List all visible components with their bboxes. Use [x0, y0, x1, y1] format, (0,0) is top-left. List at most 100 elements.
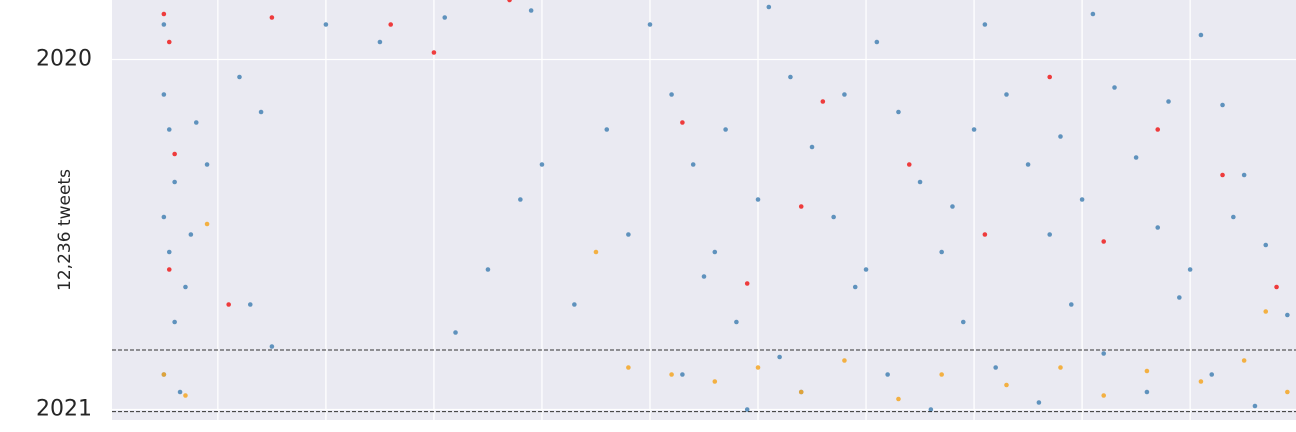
point [885, 372, 890, 377]
point [712, 379, 718, 384]
point [831, 214, 836, 220]
point [1155, 225, 1161, 230]
point [1090, 11, 1096, 17]
point [247, 302, 253, 307]
point [193, 120, 199, 125]
point [188, 232, 194, 237]
point [939, 372, 944, 377]
point [1220, 172, 1225, 178]
point [874, 39, 880, 45]
point [852, 284, 858, 290]
point [1177, 295, 1182, 300]
point [1047, 232, 1052, 237]
point [723, 127, 728, 132]
point [1231, 214, 1236, 220]
point [960, 319, 966, 325]
point [172, 151, 177, 157]
point [1004, 92, 1009, 97]
point [842, 92, 847, 97]
point [183, 284, 188, 290]
point [507, 0, 512, 3]
point [701, 274, 707, 279]
point [1144, 368, 1150, 374]
point [971, 127, 977, 132]
point [518, 197, 523, 202]
point [1252, 403, 1258, 409]
point [604, 127, 610, 132]
point [161, 22, 167, 27]
point [917, 179, 923, 185]
point [1112, 85, 1117, 90]
point [226, 302, 231, 307]
point [183, 393, 188, 398]
point [1285, 389, 1290, 395]
point [1025, 162, 1031, 167]
point [204, 162, 210, 167]
point [766, 4, 772, 10]
point [1166, 99, 1171, 104]
point [177, 389, 183, 395]
point [453, 330, 458, 335]
point [1263, 309, 1269, 314]
point [690, 162, 696, 167]
point [809, 144, 815, 150]
point [734, 319, 739, 325]
point [269, 15, 275, 20]
point [528, 8, 534, 13]
point [982, 22, 988, 27]
point [377, 39, 383, 45]
point [1058, 134, 1063, 139]
point [166, 39, 172, 45]
point [798, 204, 804, 209]
point [1047, 74, 1052, 80]
point [204, 221, 210, 227]
point [1187, 267, 1193, 272]
point [669, 372, 674, 377]
point [1274, 284, 1279, 290]
point [1101, 393, 1107, 398]
point [755, 365, 761, 370]
point [820, 99, 826, 104]
point [539, 162, 545, 167]
point [161, 372, 167, 377]
point [1155, 127, 1161, 132]
point [1220, 102, 1225, 108]
point [1263, 242, 1269, 248]
point [950, 204, 955, 209]
point [172, 179, 177, 185]
point [1004, 382, 1009, 388]
y-axis-label: 12,236 tweets [55, 169, 75, 291]
point [1133, 155, 1139, 160]
point [896, 109, 901, 115]
point [939, 249, 944, 255]
point [1209, 372, 1215, 377]
point [258, 109, 264, 115]
point [744, 281, 750, 286]
point [712, 249, 718, 255]
point [906, 162, 912, 167]
point [593, 249, 599, 255]
point [798, 389, 804, 395]
point [1058, 365, 1063, 370]
point [431, 50, 437, 55]
point [1036, 400, 1042, 405]
point [842, 358, 847, 363]
point [1144, 389, 1150, 395]
y-tick-label: 2021 [36, 397, 92, 422]
point [680, 372, 685, 377]
point [1101, 239, 1107, 244]
point [237, 74, 242, 80]
point [485, 267, 491, 272]
point [669, 92, 674, 97]
point [647, 22, 653, 27]
point [166, 249, 172, 255]
point [755, 197, 761, 202]
point [788, 74, 793, 80]
point [928, 407, 934, 412]
point [1241, 358, 1247, 363]
point [744, 407, 750, 412]
point [1079, 197, 1085, 202]
point [626, 365, 631, 370]
point [161, 214, 167, 220]
